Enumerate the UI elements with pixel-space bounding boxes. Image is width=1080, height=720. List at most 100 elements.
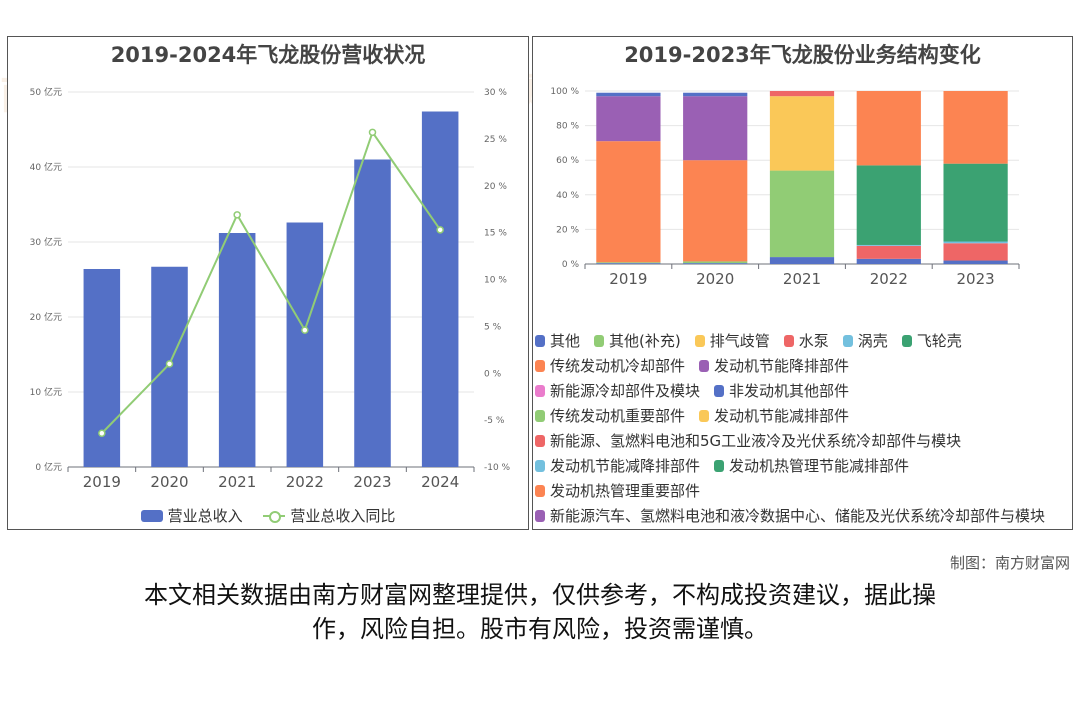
legend-item[interactable]: 新能源冷却部件及模块	[535, 379, 700, 404]
x-tick-label: 2019	[609, 270, 647, 288]
legend-swatch-icon	[535, 435, 545, 447]
bar-revenue	[354, 159, 391, 467]
revenue-chart-title: 2019-2024年飞龙股份营收状况	[110, 43, 426, 67]
legend-item[interactable]: 其他	[535, 329, 580, 354]
legend-swatch-icon	[699, 410, 710, 422]
stacked-segment	[943, 241, 1008, 244]
legend-label: 新能源、氢燃料电池和5G工业液冷及光伏系统冷却部件与模块	[550, 432, 962, 450]
y-tick-label: 80 %	[556, 122, 579, 132]
legend-row: 传统发动机冷却部件 发动机节能降排部件	[535, 354, 1072, 379]
stacked-segment	[769, 91, 835, 97]
legend-item[interactable]: 排气歧管	[694, 329, 770, 354]
bar-swatch-icon	[140, 510, 163, 522]
legend-label: 发动机节能降排部件	[714, 357, 850, 375]
disclaimer: 本文相关数据由南方财富网整理提供，仅供参考，不构成投资建议，据此操 作，风险自担…	[60, 578, 1020, 646]
y-left-tick-label: 10 亿元	[30, 386, 62, 398]
stacked-segment	[683, 263, 748, 264]
y-left-tick-label: 40 亿元	[30, 161, 62, 173]
structure-chart-svg: 0 % 20 % 40 % 60 % 80 % 100 % 2019 2020 2021 2022…	[550, 87, 1020, 288]
legend-item[interactable]: 飞轮壳	[901, 329, 962, 354]
legend-item[interactable]: 发动机热管理重要部件	[535, 479, 700, 504]
y-tick-label: 100 %	[550, 87, 579, 97]
legend-item[interactable]: 传统发动机冷却部件	[535, 354, 685, 379]
point-yoy	[233, 211, 241, 219]
stacked-segment	[683, 261, 748, 264]
legend-item[interactable]: 新能源、氢燃料电池和5G工业液冷及光伏系统冷却部件与模块	[535, 429, 961, 454]
legend-label: 新能源冷却部件及模块	[550, 382, 701, 400]
x-tick-label: 2020	[150, 473, 188, 491]
stacked-segment	[856, 91, 921, 166]
line-swatch-icon	[263, 510, 286, 523]
legend-swatch-icon	[535, 485, 545, 497]
structure-chart-legend: 其他 其他(补充) 排气歧管 水泵 涡壳 飞轮壳 传统发动机冷却部件 发动机节能降排部件 新能源…	[535, 329, 1072, 529]
bar-revenue	[286, 222, 324, 467]
y-tick-label: 60 %	[556, 156, 579, 166]
y-left-tick-label: 50 亿元	[30, 86, 62, 98]
y-left-tick-label: 30 亿元	[30, 236, 62, 248]
legend-item-yoy[interactable]: 营业总收入同比	[263, 505, 395, 526]
stacked-segment	[943, 243, 1008, 261]
stacked-segment	[943, 260, 1008, 264]
legend-item[interactable]: 非发动机其他部件	[714, 379, 849, 404]
stacked-segment	[856, 244, 921, 246]
legend-item[interactable]: 涡壳	[842, 329, 888, 354]
legend-item[interactable]: 发动机节能降排部件	[699, 354, 849, 379]
y-right-tick-label: 25 %	[484, 135, 507, 145]
legend-item[interactable]: 新能源汽车、氢燃料电池和液冷数据中心、储能及光伏系统冷却部件与模块	[535, 504, 1045, 529]
point-yoy	[368, 128, 377, 137]
legend-row: 其他 其他(补充) 排气歧管 水泵 涡壳 飞轮壳	[535, 329, 1072, 354]
legend-swatch-icon	[714, 460, 725, 472]
legend-swatch-icon	[714, 385, 725, 397]
stacked-segment	[596, 141, 661, 263]
disclaimer-line-2: 作，风险自担。股市有风险，投资需谨慎。	[312, 615, 768, 643]
legend-row: 新能源汽车、氢燃料电池和液冷数据中心、储能及光伏系统冷却部件与模块	[535, 504, 1072, 529]
legend-label: 发动机节能减排部件	[714, 407, 850, 425]
stacked-segment	[769, 257, 835, 264]
legend-label: 传统发动机重要部件	[550, 407, 686, 425]
y-right-tick-label: -10 %	[484, 463, 511, 473]
legend-swatch-icon	[535, 460, 545, 472]
line-yoy	[101, 130, 441, 434]
stacked-segment	[943, 163, 1008, 242]
x-tick-label: 2023	[353, 473, 391, 491]
legend-item[interactable]: 传统发动机重要部件	[535, 404, 685, 429]
legend-label: 非发动机其他部件	[729, 382, 850, 400]
legend-item[interactable]: 水泵	[783, 329, 829, 354]
legend-swatch-icon	[535, 335, 545, 347]
x-tick-label: 2022	[286, 473, 324, 491]
legend-swatch-icon	[901, 335, 912, 347]
x-tick-label: 2019	[83, 473, 121, 491]
y-right-tick-label: 30 %	[484, 88, 507, 98]
revenue-chart-legend: 营业总收入 营业总收入同比	[8, 505, 528, 526]
y-left-tick-label: 20 亿元	[30, 311, 62, 323]
y-right-tick-label: 20 %	[484, 182, 507, 192]
y-right-tick-label: 0 %	[484, 369, 502, 379]
point-yoy	[98, 429, 106, 437]
legend-item[interactable]: 发动机节能减排部件	[699, 404, 849, 429]
legend-swatch-icon	[694, 335, 705, 347]
legend-row: 发动机热管理重要部件	[535, 479, 1072, 504]
stacked-segment	[856, 258, 921, 264]
x-tick-label: 2020	[696, 270, 734, 288]
stacked-segment	[683, 160, 748, 262]
bar-revenue	[83, 269, 121, 467]
legend-swatch-icon	[535, 385, 545, 397]
legend-swatch-icon	[594, 335, 605, 347]
y-left-tick-label: 0 亿元	[35, 461, 62, 473]
legend-label: 排气歧管	[709, 332, 770, 350]
legend-item[interactable]: 发动机热管理节能减排部件	[714, 454, 909, 479]
point-yoy	[301, 326, 309, 334]
legend-item[interactable]: 发动机节能减降排部件	[535, 454, 700, 479]
x-tick-label: 2024	[421, 473, 459, 491]
legend-item-revenue[interactable]: 营业总收入	[140, 505, 243, 526]
legend-item[interactable]: 其他(补充)	[594, 329, 681, 354]
legend-label-revenue: 营业总收入	[167, 507, 243, 525]
chart-credit: 制图：南方财富网	[949, 554, 1070, 572]
legend-swatch-icon	[842, 335, 853, 347]
legend-swatch-icon	[535, 510, 545, 522]
y-right-tick-label: 15 %	[484, 229, 507, 239]
stacked-segment	[596, 263, 661, 264]
x-tick-label: 2022	[870, 270, 908, 288]
point-yoy	[436, 226, 444, 234]
x-tick-label: 2021	[783, 270, 821, 288]
